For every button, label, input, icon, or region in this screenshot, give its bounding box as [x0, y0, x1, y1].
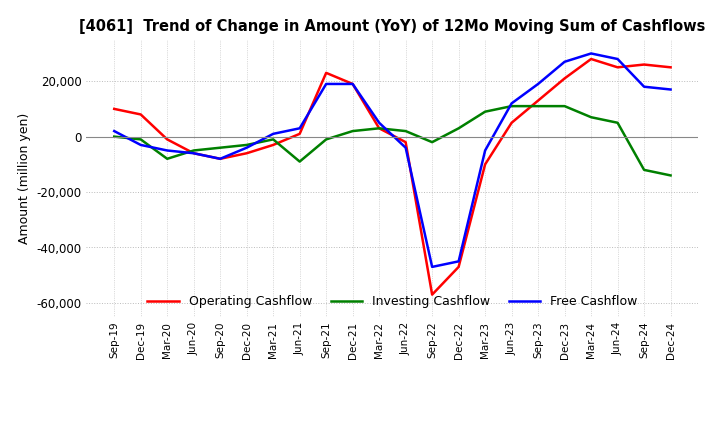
Free Cashflow: [163, 148, 171, 153]
Investing Cashflow: [508, 103, 516, 109]
Title: [4061]  Trend of Change in Amount (YoY) of 12Mo Moving Sum of Cashflows: [4061] Trend of Change in Amount (YoY) o…: [79, 19, 706, 34]
Operating Cashflow: [428, 292, 436, 297]
Free Cashflow: [401, 145, 410, 150]
Operating Cashflow: [640, 62, 649, 67]
Operating Cashflow: [666, 65, 675, 70]
Legend: Operating Cashflow, Investing Cashflow, Free Cashflow: Operating Cashflow, Investing Cashflow, …: [143, 290, 642, 313]
Free Cashflow: [587, 51, 595, 56]
Free Cashflow: [640, 84, 649, 89]
Operating Cashflow: [534, 98, 542, 103]
Investing Cashflow: [640, 167, 649, 172]
Free Cashflow: [322, 81, 330, 87]
Operating Cashflow: [375, 126, 384, 131]
Operating Cashflow: [454, 264, 463, 270]
Free Cashflow: [428, 264, 436, 270]
Operating Cashflow: [348, 81, 357, 87]
Investing Cashflow: [110, 134, 119, 139]
Free Cashflow: [189, 150, 198, 156]
Investing Cashflow: [560, 103, 569, 109]
Operating Cashflow: [401, 139, 410, 145]
Operating Cashflow: [613, 65, 622, 70]
Investing Cashflow: [269, 137, 277, 142]
Investing Cashflow: [243, 142, 251, 147]
Investing Cashflow: [613, 120, 622, 125]
Line: Investing Cashflow: Investing Cashflow: [114, 106, 670, 176]
Operating Cashflow: [216, 156, 225, 161]
Investing Cashflow: [216, 145, 225, 150]
Operating Cashflow: [560, 76, 569, 81]
Line: Operating Cashflow: Operating Cashflow: [114, 59, 670, 295]
Free Cashflow: [666, 87, 675, 92]
Investing Cashflow: [428, 139, 436, 145]
Investing Cashflow: [481, 109, 490, 114]
Free Cashflow: [375, 120, 384, 125]
Operating Cashflow: [481, 161, 490, 167]
Free Cashflow: [269, 131, 277, 136]
Investing Cashflow: [322, 137, 330, 142]
Free Cashflow: [348, 81, 357, 87]
Free Cashflow: [454, 259, 463, 264]
Free Cashflow: [534, 81, 542, 87]
Operating Cashflow: [587, 56, 595, 62]
Investing Cashflow: [587, 114, 595, 120]
Operating Cashflow: [243, 150, 251, 156]
Operating Cashflow: [136, 112, 145, 117]
Free Cashflow: [295, 126, 304, 131]
Operating Cashflow: [508, 120, 516, 125]
Investing Cashflow: [295, 159, 304, 164]
Free Cashflow: [508, 101, 516, 106]
Investing Cashflow: [189, 148, 198, 153]
Operating Cashflow: [189, 150, 198, 156]
Free Cashflow: [136, 142, 145, 147]
Line: Free Cashflow: Free Cashflow: [114, 53, 670, 267]
Investing Cashflow: [401, 128, 410, 134]
Operating Cashflow: [269, 142, 277, 147]
Free Cashflow: [243, 145, 251, 150]
Investing Cashflow: [163, 156, 171, 161]
Y-axis label: Amount (million yen): Amount (million yen): [18, 113, 31, 244]
Free Cashflow: [110, 128, 119, 134]
Free Cashflow: [613, 56, 622, 62]
Investing Cashflow: [136, 137, 145, 142]
Investing Cashflow: [375, 126, 384, 131]
Investing Cashflow: [454, 126, 463, 131]
Operating Cashflow: [110, 106, 119, 111]
Operating Cashflow: [295, 131, 304, 136]
Free Cashflow: [216, 156, 225, 161]
Operating Cashflow: [163, 137, 171, 142]
Free Cashflow: [560, 59, 569, 64]
Investing Cashflow: [534, 103, 542, 109]
Investing Cashflow: [348, 128, 357, 134]
Free Cashflow: [481, 148, 490, 153]
Operating Cashflow: [322, 70, 330, 76]
Investing Cashflow: [666, 173, 675, 178]
